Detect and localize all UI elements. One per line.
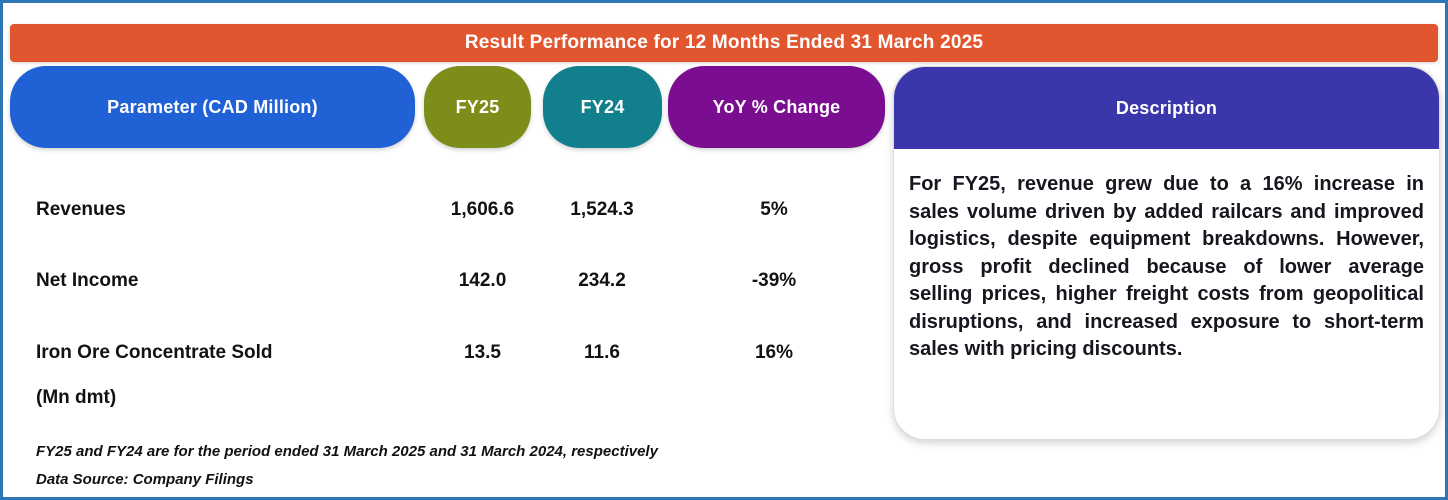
fy24-value: 11.6 — [584, 342, 620, 363]
yoy-value: -39% — [751, 269, 797, 291]
column-header-parameter-label: Parameter (CAD Million) — [107, 96, 318, 117]
table-row-iron-ore-concentrate: Iron Ore Concentrate Sold (Mn dmt) 13.5 … — [10, 330, 885, 420]
column-header-fy24: FY24 — [543, 66, 662, 148]
title-text: Result Performance for 12 Months Ended 3… — [464, 32, 984, 53]
footnote-source: Data Source: Company Filings — [36, 471, 254, 488]
fy24-value: 234.2 — [578, 269, 626, 291]
parameter-cell: Revenues — [36, 198, 126, 220]
fy25-value: 142.0 — [458, 269, 507, 291]
description-header: Description — [894, 67, 1439, 149]
footnotes: FY25 and FY24 are for the period ended 3… — [36, 438, 658, 494]
footnote-period: FY25 and FY24 are for the period ended 3… — [36, 443, 658, 460]
fy25-value: 1,606.6 — [450, 198, 515, 220]
title-bar: Result Performance for 12 Months Ended 3… — [10, 24, 1438, 62]
column-header-fy24-label: FY24 — [580, 96, 625, 117]
column-header-fy25-label: FY25 — [455, 96, 500, 117]
column-header-parameter: Parameter (CAD Million) — [10, 66, 415, 148]
table-row-revenues: Revenues 1,606.6 1,524.3 5% — [10, 187, 885, 232]
parameter-cell: Net Income — [36, 269, 139, 291]
description-header-label: Description — [1115, 97, 1218, 118]
parameter-line-2: (Mn dmt) — [36, 387, 117, 408]
column-header-yoy-label: YoY % Change — [712, 96, 841, 117]
description-card: Description For FY25, revenue grew due t… — [893, 66, 1440, 440]
yoy-value: 16% — [754, 342, 794, 363]
table-row-net-income: Net Income 142.0 234.2 -39% — [10, 258, 885, 303]
description-body: For FY25, revenue grew due to a 16% incr… — [909, 173, 1424, 360]
fy24-value: 1,524.3 — [570, 198, 634, 220]
column-header-yoy: YoY % Change — [668, 66, 885, 148]
parameter-cell: Iron Ore Concentrate Sold (Mn dmt) — [10, 330, 424, 420]
column-header-fy25: FY25 — [424, 66, 531, 148]
fy25-value: 13.5 — [464, 342, 501, 363]
parameter-line-1: Iron Ore Concentrate Sold — [36, 342, 273, 363]
yoy-value: 5% — [760, 198, 788, 220]
